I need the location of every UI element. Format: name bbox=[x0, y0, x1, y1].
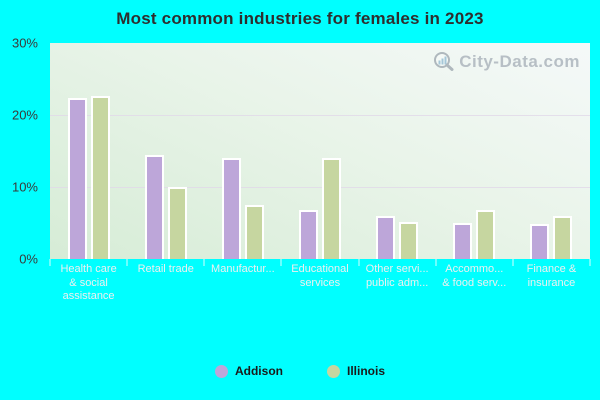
legend-dot-illinois bbox=[326, 364, 340, 378]
bar-addison-1 bbox=[144, 154, 164, 259]
x-axis-labels: Health care & social assistance Retail trad… bbox=[50, 263, 590, 313]
bar-addison-5 bbox=[453, 223, 473, 259]
bar-illinois-0 bbox=[90, 96, 110, 259]
x-axis-tick-2 bbox=[203, 259, 205, 266]
x-axis-tick-3 bbox=[280, 259, 282, 266]
x-axis-tick-1 bbox=[126, 259, 128, 266]
x-axis-label-6: Finance & insurance bbox=[526, 263, 577, 289]
bar-illinois-2 bbox=[244, 205, 264, 259]
watermark: City-Data.com bbox=[432, 50, 580, 74]
gridline-20-percent bbox=[50, 114, 590, 116]
legend: Addison Illinois bbox=[0, 364, 600, 378]
x-axis-label-1: Retail trade bbox=[137, 263, 194, 275]
bar-addison-2 bbox=[221, 158, 241, 259]
bar-illinois-6 bbox=[553, 215, 573, 259]
y-axis-label-0pct: 0% bbox=[19, 251, 38, 267]
x-axis-tick-0 bbox=[49, 259, 51, 266]
x-axis-label-4: Other servi... public adm... bbox=[365, 263, 429, 289]
y-axis-label-10pct: 10% bbox=[11, 179, 38, 195]
x-axis-tick-5 bbox=[435, 259, 437, 266]
watermark-text: City-Data.com bbox=[459, 52, 580, 71]
legend-label-addison: Addison bbox=[234, 364, 283, 378]
bar-addison-0 bbox=[67, 98, 87, 259]
y-axis-label-20pct: 20% bbox=[11, 107, 38, 123]
y-axis-label-30pct: 30% bbox=[11, 35, 38, 51]
legend-label-illinois: Illinois bbox=[346, 364, 385, 378]
bar-illinois-1 bbox=[167, 187, 187, 259]
x-axis-label-2: Manufactur... bbox=[211, 263, 275, 275]
bar-illinois-5 bbox=[476, 210, 496, 259]
chart-title: Most common industries for females in 20… bbox=[116, 9, 484, 28]
bar-addison-4 bbox=[376, 215, 396, 259]
x-axis-tick-6 bbox=[512, 259, 514, 266]
legend-item-addison: Addison bbox=[214, 364, 283, 378]
x-axis-label-0: Health care & social assistance bbox=[60, 263, 117, 302]
plot-area: City-Data.com bbox=[50, 43, 590, 259]
gridline-10-percent bbox=[50, 187, 590, 188]
legend-item-illinois: Illinois bbox=[326, 364, 385, 378]
bar-illinois-3 bbox=[321, 158, 341, 259]
x-axis-tick-7 bbox=[589, 259, 591, 266]
bar-addison-6 bbox=[530, 223, 550, 259]
city-data-logo-icon bbox=[432, 50, 456, 74]
bar-illinois-4 bbox=[399, 222, 419, 259]
x-axis-label-3: Educational services bbox=[291, 263, 349, 289]
x-axis-label-5: Accommo... & food serv... bbox=[442, 263, 507, 289]
bar-addison-3 bbox=[298, 210, 318, 259]
x-axis-tick-4 bbox=[358, 259, 360, 266]
legend-dot-addison bbox=[214, 364, 228, 378]
y-axis-labels: 30% 20% 10% 0% bbox=[0, 0, 44, 280]
